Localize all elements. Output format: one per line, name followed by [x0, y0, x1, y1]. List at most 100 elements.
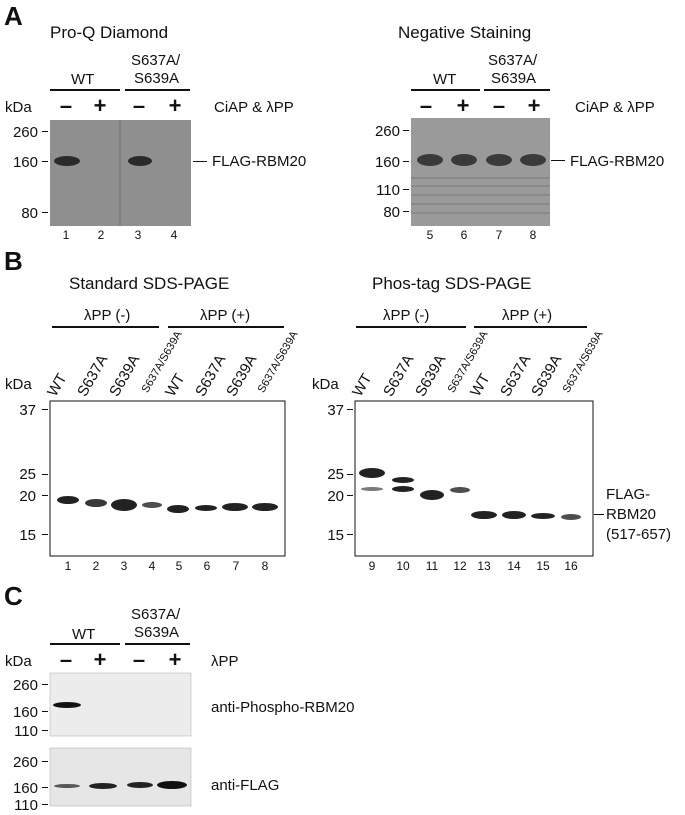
- panel-a-right-tickmark: [403, 189, 409, 190]
- panel-a-left-title: Pro-Q Diamond: [50, 23, 169, 42]
- panel-c-flag-band-lane3: [127, 782, 153, 788]
- panel-a-right-treatment: CiAP & λPP: [575, 99, 655, 116]
- panel-b-left-tick-25: 25: [19, 466, 36, 483]
- panel-a-left-tick-260: 260: [12, 124, 38, 141]
- panel-a-left-mut-label-2: S639A: [134, 70, 180, 87]
- panel-a-left-band-label: FLAG-RBM20: [212, 153, 307, 170]
- panel-c-flag-band-lane2: [89, 783, 117, 789]
- panel-b-band-lane8: [252, 503, 278, 511]
- panel-b-left-tickmark: [42, 474, 48, 475]
- panel-c-mut-label-1: S637A/: [131, 606, 181, 623]
- panel-c-wt-label: WT: [72, 626, 96, 643]
- panel-a-left-mut-bar: [125, 89, 190, 91]
- panel-b-right-lpp-minus: λPP (-): [383, 307, 430, 324]
- panel-c-phospho-band-lane1: [53, 702, 81, 708]
- panel-b-left-title: Standard SDS-PAGE: [69, 274, 230, 293]
- panel-b-lane-number: 7: [232, 559, 240, 573]
- panel-b-lane-number: 12: [453, 559, 467, 573]
- panel-a-right-band-label: FLAG-RBM20: [570, 153, 665, 170]
- panel-a-left-tickmark: [42, 131, 48, 132]
- panel-c-flag-band-lane1: [54, 784, 80, 788]
- panel-b-lane-number: 10: [396, 559, 410, 573]
- panel-a-left-treatment: CiAP & λPP: [214, 99, 294, 116]
- panel-b-band-lane4: [142, 502, 162, 508]
- panel-b-lane-number: 9: [368, 559, 376, 573]
- panel-c-blot1-tickmark: [42, 711, 48, 712]
- panel-b-band-lane5: [167, 505, 189, 513]
- panel-c-blot1-tick-260: 260: [12, 677, 38, 694]
- panel-c-blot2-tick-110: 110: [14, 797, 38, 814]
- panel-b-right-tick-20: 20: [327, 488, 344, 505]
- panel-b-lane-number: 5: [175, 559, 183, 573]
- panel-a-right-band-pointer: [551, 160, 565, 161]
- panel-c-blot1-tickmark: [42, 730, 48, 731]
- panel-a-lane5-minus: –: [419, 93, 433, 118]
- panel-c-lane3-minus: –: [132, 647, 146, 672]
- panel-b-right-tickmark: [347, 495, 353, 496]
- panel-b-band-lane12: [450, 487, 470, 493]
- panel-b-right-title: Phos-tag SDS-PAGE: [372, 274, 532, 293]
- panel-b-left-lpp-plus: λPP (+): [200, 307, 251, 324]
- panel-b-lane-number: 3: [120, 559, 128, 573]
- panel-b-left-tick-20: 20: [19, 488, 36, 505]
- panel-b-band-lane9-lower: [361, 487, 383, 491]
- panel-b-left-tick-15: 15: [19, 527, 36, 544]
- panel-b-lane-number: 1: [64, 559, 72, 573]
- panel-a-left-kda: kDa: [5, 99, 32, 116]
- panel-b-left-tickmark: [42, 534, 48, 535]
- panel-a-right-mut-label-1: S637A/: [488, 52, 538, 69]
- panel-c-blot1-tick-160: 160: [12, 704, 38, 721]
- panel-c-mut-label-2: S639A: [134, 624, 180, 641]
- panel-b-left-tick-37: 37: [19, 402, 36, 419]
- panel-a-left-tick-80: 80: [21, 205, 38, 222]
- panel-c-blot2-tickmark: [42, 804, 48, 805]
- panel-b-band-lane16: [561, 514, 581, 520]
- panel-b-right-plus-bar: [474, 326, 587, 328]
- panel-c-blot2-tick-160: 160: [12, 780, 38, 797]
- panel-c-blot2-tick-260: 260: [12, 754, 38, 771]
- panel-b-lane-number: 16: [564, 559, 578, 573]
- panel-a-band-lane6: [451, 154, 477, 166]
- panel-a-lane8-plus: +: [527, 93, 541, 118]
- panel-a-band-lane1: [54, 156, 80, 166]
- panel-a-lane-number: 6: [460, 228, 468, 242]
- panel-a-band-lane8: [520, 154, 546, 166]
- panel-c-kda: kDa: [5, 653, 32, 670]
- panel-a-left-wt-label: WT: [71, 71, 95, 88]
- panel-a-lane-number: 3: [134, 228, 142, 242]
- panel-a-lane-number: 7: [495, 228, 503, 242]
- panel-b-right-tickmark: [347, 474, 353, 475]
- panel-c-wt-bar: [50, 643, 120, 645]
- panel-b-lane-number: 14: [507, 559, 521, 573]
- panel-b-lane-number: 6: [203, 559, 211, 573]
- panel-a-right-mut-label-2: S639A: [491, 70, 537, 87]
- panel-b-band-lane6: [195, 505, 217, 511]
- panel-c-treatment: λPP: [211, 653, 239, 670]
- panel-a-lane3-minus: –: [132, 93, 146, 118]
- panel-b-band-lane14: [502, 511, 526, 519]
- panel-b-lane-number: 11: [425, 559, 439, 573]
- panel-b-left-kda: kDa: [5, 376, 32, 393]
- panel-b-right-tick-25: 25: [327, 466, 344, 483]
- panel-b-lane-number: 8: [261, 559, 269, 573]
- panel-b-band-lane7: [222, 503, 248, 511]
- panel-b-lane-number: 4: [148, 559, 156, 573]
- panel-b-band-lane3: [111, 499, 137, 511]
- panel-a-left-wt-bar: [50, 89, 120, 91]
- panel-a-lane7-minus: –: [492, 93, 506, 118]
- panel-a-right-wt-label: WT: [433, 71, 457, 88]
- panel-b-band-lane2: [85, 499, 107, 507]
- panel-a-lane-number: 4: [170, 228, 178, 242]
- panel-a-lane6-plus: +: [456, 93, 470, 118]
- panel-b-band-label-1: FLAG-: [606, 486, 651, 503]
- panel-a-lane4-plus: +: [168, 93, 182, 118]
- panel-b-left-lpp-minus: λPP (-): [84, 307, 131, 324]
- panel-b-right-tickmark: [347, 534, 353, 535]
- panel-a-band-lane5: [417, 154, 443, 166]
- panel-c-lane1-minus: –: [59, 647, 73, 672]
- panel-a-left-band-pointer: [193, 161, 207, 162]
